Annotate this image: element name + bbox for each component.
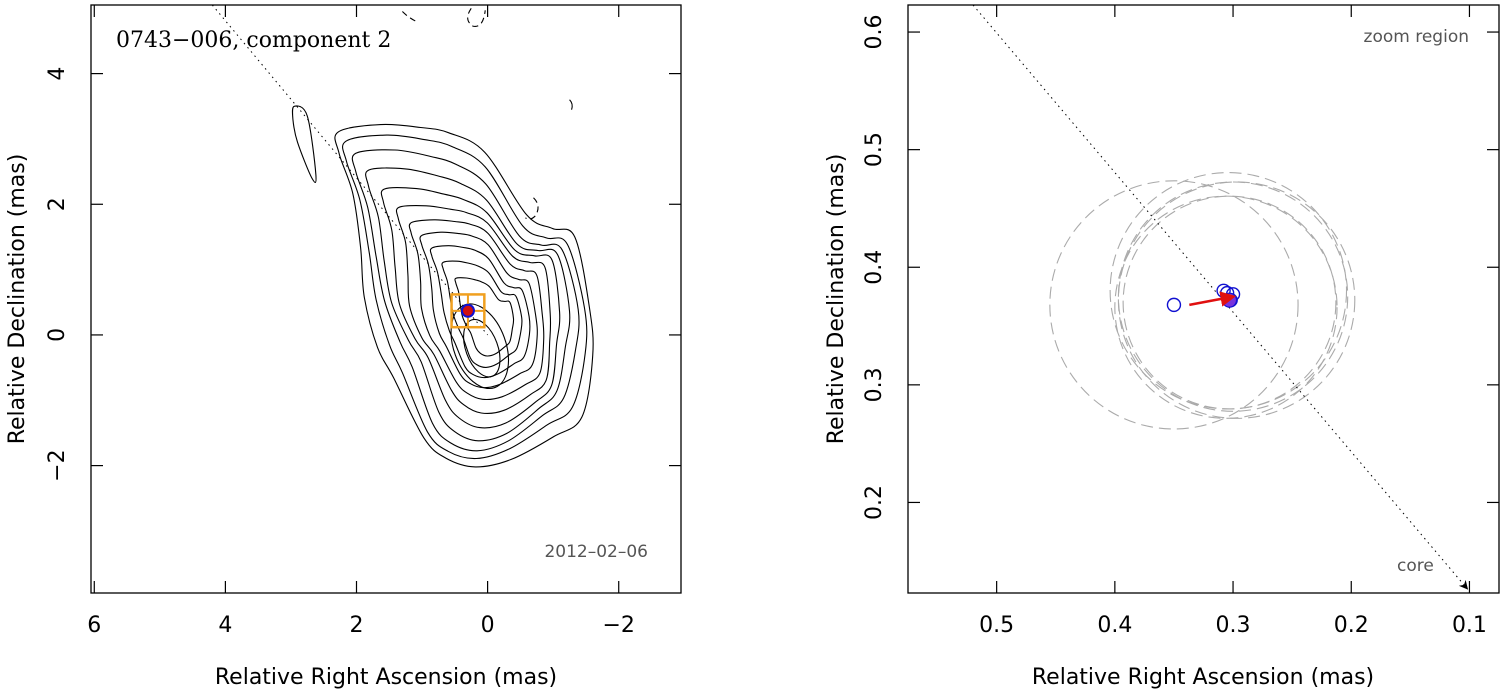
- zoom-region-label: zoom region: [1364, 27, 1469, 47]
- error-circle: [1117, 181, 1349, 412]
- left-overlay: [211, 5, 488, 336]
- left-y-tick-label: −2: [45, 449, 70, 481]
- contour-fragment: [569, 99, 573, 110]
- mean-position-point: [1221, 292, 1238, 308]
- left-title: 0743−006, component 2: [116, 28, 391, 53]
- left-y-tick-label: 4: [45, 67, 70, 81]
- core-direction-line: [972, 5, 1469, 590]
- contour-level: [463, 318, 501, 378]
- negative-contour: [525, 197, 539, 220]
- right-x-tick-label: 0.4: [1097, 613, 1132, 638]
- right-x-tick-labels: 0.5 0.4 0.3 0.2 0.1: [979, 613, 1487, 638]
- negative-contour: [467, 7, 486, 28]
- contour-level: [342, 134, 588, 460]
- velocity-vector-arrow: [1189, 291, 1237, 307]
- contour-level: [395, 205, 552, 414]
- right-y-tick-label: 0.5: [862, 132, 887, 167]
- core-label: core: [1397, 556, 1434, 576]
- right-x-tick-label: 0.2: [1334, 613, 1369, 638]
- contour-level: [429, 245, 531, 379]
- contour-level: [380, 187, 561, 429]
- left-x-tick-label: 4: [218, 613, 232, 638]
- contour-level: [419, 231, 538, 389]
- left-y-tick-label: 0: [45, 328, 70, 342]
- left-y-tick-labels: 4 2 0 −2: [45, 67, 70, 482]
- right-x-tick-label: 0.5: [979, 613, 1014, 638]
- left-x-axis-label: Relative Right Ascension (mas): [215, 665, 557, 690]
- right-axis-ticks: [908, 5, 1499, 593]
- left-x-tick-label: 2: [350, 613, 364, 638]
- right-x-tick-label: 0.3: [1216, 613, 1251, 638]
- error-circle: [1049, 180, 1299, 430]
- left-y-axis-label: Relative Declination (mas): [5, 154, 30, 445]
- contour-level: [408, 219, 545, 401]
- contour-level: [365, 167, 571, 442]
- left-panel: 6 4 2 0 −2 4 2 0 −2 0743−006, component 2 2012–…: [5, 4, 682, 690]
- contour-level: [351, 149, 580, 452]
- epoch-position-point: [1166, 297, 1182, 313]
- left-x-tick-label: 0: [481, 613, 495, 638]
- left-x-tick-labels: 6 4 2 0 −2: [87, 613, 635, 638]
- right-y-tick-labels: 0.2 0.3 0.4 0.5 0.6: [862, 15, 887, 520]
- component-marker: [460, 303, 475, 318]
- epoch-label: 2012–02–06: [544, 542, 648, 562]
- jet-direction-line: [211, 5, 488, 336]
- right-y-axis-label: Relative Declination (mas): [824, 154, 849, 445]
- left-y-tick-label: 2: [45, 197, 70, 211]
- contour-island: [291, 105, 317, 183]
- negative-contour: [402, 11, 417, 23]
- right-plot-area: [972, 5, 1469, 590]
- right-y-tick-label: 0.4: [862, 250, 887, 285]
- left-plot-frame: [90, 4, 682, 594]
- error-circle: [1122, 195, 1337, 410]
- left-x-tick-label: −2: [603, 613, 635, 638]
- right-x-tick-label: 0.1: [1452, 613, 1487, 638]
- right-y-tick-label: 0.3: [862, 367, 887, 402]
- right-panel: 0.5 0.4 0.3 0.2 0.1 0.2 0.3 0.4 0.5 0.6 zoom reg…: [824, 4, 1500, 690]
- right-y-tick-label: 0.6: [862, 15, 887, 50]
- contour-map: [291, 7, 594, 468]
- right-x-axis-label: Relative Right Ascension (mas): [1032, 665, 1374, 690]
- left-x-tick-label: 6: [87, 613, 101, 638]
- left-axis-ticks: [91, 5, 681, 593]
- error-circle: [1114, 195, 1338, 419]
- right-y-tick-label: 0.2: [862, 485, 887, 520]
- right-plot-frame: [907, 4, 1500, 594]
- contour-level: [334, 123, 594, 468]
